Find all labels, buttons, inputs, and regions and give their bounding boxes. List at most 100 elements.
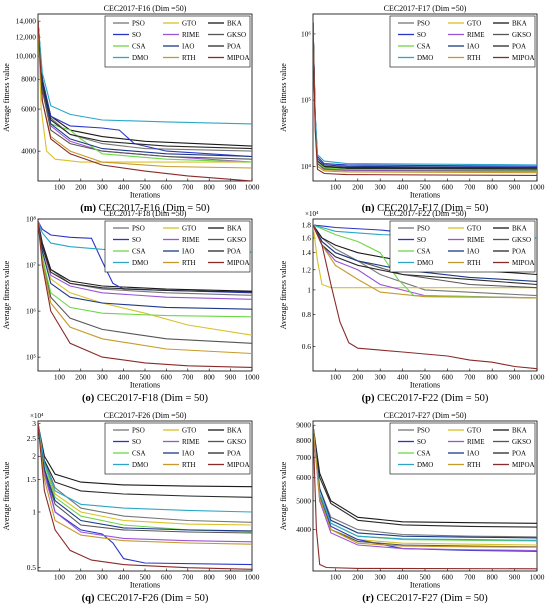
y-tick-label: 0.6: [302, 342, 312, 351]
x-axis-label: Iterations: [130, 191, 160, 200]
legend-label: GTO: [467, 427, 481, 435]
series-line-poa: [313, 425, 537, 528]
legend-label: POA: [512, 450, 526, 458]
legend-label: MIPOA: [512, 259, 535, 267]
legend-label: BKA: [512, 427, 527, 435]
series-line-iao: [38, 221, 252, 310]
y-tick-label: 12,000: [16, 33, 37, 42]
y-tick-label: 4000: [296, 525, 311, 534]
legend: PSO GTO BKA SO RIME GKSO CSA IAO POA DMO RTH MIPOA: [389, 220, 536, 273]
x-tick-label: 900: [509, 183, 520, 192]
series-line-mipoa: [313, 425, 537, 570]
x-tick-label: 600: [442, 183, 453, 192]
legend-label: CSA: [132, 248, 146, 256]
y-tick-label: 1.8: [302, 220, 312, 229]
x-tick-label: 100: [330, 373, 341, 382]
legend-label: RIME: [182, 31, 200, 39]
legend-label: PSO: [417, 20, 430, 28]
legend-label: IAO: [182, 248, 194, 256]
y-tick-label: 0.8: [302, 310, 312, 319]
legend-label: CSA: [417, 450, 431, 458]
x-tick-label: 600: [161, 573, 172, 582]
x-tick-label: 400: [118, 573, 129, 582]
legend: PSO GTO BKA SO RIME GKSO CSA IAO POA DMO RTH MIPOA: [104, 220, 251, 273]
legend-label: GTO: [467, 20, 481, 28]
panel-caption: (p) CEC2017-F22 (Dim = 50): [362, 393, 489, 404]
y-tick-label: 2: [32, 452, 36, 461]
legend-label: POA: [512, 43, 526, 51]
caption-letter: (m): [80, 203, 98, 214]
panel-caption: (r) CEC2017-F27 (Dim = 50): [362, 593, 488, 604]
legend: PSO GTO BKA SO RIME GKSO CSA IAO POA DMO RTH MIPOA: [389, 422, 536, 475]
x-tick-label: 1000: [245, 573, 260, 582]
legend-label: MIPOA: [512, 54, 535, 62]
caption-letter: (o): [82, 393, 97, 404]
legend-label: MIPOA: [227, 54, 250, 62]
x-tick-label: 300: [375, 183, 386, 192]
chart-title: CEC2017-F27 (Dim =50): [384, 411, 467, 420]
chart-panel-5: CEC2017-F27 (Dim =50) 100 200 300 400 500 600 7…: [279, 411, 545, 604]
y-tick-label: 10⁶: [26, 307, 36, 316]
legend-label: RTH: [182, 259, 196, 267]
legend-label: SO: [417, 438, 426, 446]
x-tick-label: 300: [97, 373, 108, 382]
legend-label: PSO: [132, 20, 145, 28]
legend-label: GKSO: [227, 31, 246, 39]
caption-text: CEC2017-F27 (Dim = 50): [377, 593, 489, 604]
caption-text: CEC2017-F16 (Dim = 50): [99, 203, 211, 214]
x-axis-label: Iterations: [130, 581, 160, 590]
legend-label: GKSO: [227, 438, 246, 446]
y-tick-label: 0.5: [27, 563, 37, 572]
x-tick-label: 1000: [245, 183, 260, 192]
legend-label: CSA: [417, 248, 431, 256]
series-line-bka: [38, 423, 252, 488]
y-axis-label: Average fitness value: [2, 260, 11, 329]
x-tick-label: 200: [75, 573, 86, 582]
legend-label: PSO: [132, 427, 145, 435]
x-tick-label: 1000: [245, 373, 260, 382]
x-axis-label: Iterations: [410, 581, 440, 590]
legend-label: GTO: [182, 427, 196, 435]
series-line-so: [38, 21, 252, 158]
series-line-mipoa: [313, 22, 537, 176]
chart-panel-3: CEC2017-F22 (Dim =50) 100 200 300 400 500 600 7…: [279, 209, 545, 404]
x-tick-label: 100: [54, 573, 65, 582]
series-line-gto: [313, 224, 537, 289]
x-tick-label: 700: [182, 183, 193, 192]
series-line-rime: [38, 423, 252, 543]
legend-label: SO: [132, 31, 141, 39]
legend-label: GTO: [467, 225, 481, 233]
legend-label: RIME: [467, 438, 485, 446]
caption-text: CEC2017-F26 (Dim = 50): [97, 593, 209, 604]
y-axis-label: Average fitness value: [2, 63, 11, 132]
series-line-iao: [38, 423, 252, 532]
y-tick-label: 7000: [296, 453, 311, 462]
x-tick-label: 400: [397, 183, 408, 192]
caption-letter: (r): [362, 593, 376, 604]
x-tick-label: 600: [161, 373, 172, 382]
legend-label: PSO: [132, 225, 145, 233]
series-line-rth: [313, 425, 537, 548]
legend-label: RIME: [182, 236, 200, 244]
legend-label: RTH: [182, 461, 196, 469]
y-tick-label: 1: [32, 507, 36, 516]
x-axis-label: Iterations: [410, 191, 440, 200]
series-line-poa: [38, 221, 252, 293]
legend-label: CSA: [132, 450, 146, 458]
x-tick-label: 500: [139, 573, 150, 582]
y-tick-label: 5000: [296, 496, 311, 505]
y-tick-label: 4000: [21, 147, 36, 156]
panel-caption: (n) CEC2017-F17 (Dim = 50): [362, 203, 489, 214]
x-axis-label: Iterations: [410, 381, 440, 390]
legend-label: BKA: [512, 20, 527, 28]
x-tick-label: 900: [509, 573, 520, 582]
legend-box: [389, 422, 536, 475]
legend-label: IAO: [467, 450, 479, 458]
y-tick-label: 1.2: [302, 265, 312, 274]
series-line-poa: [38, 21, 252, 150]
y-axis-label: Average fitness value: [279, 63, 288, 132]
caption-letter: (q): [82, 593, 97, 604]
legend-label: SO: [132, 438, 141, 446]
x-tick-label: 200: [352, 373, 363, 382]
y-tick-label: 10⁵: [26, 353, 36, 362]
